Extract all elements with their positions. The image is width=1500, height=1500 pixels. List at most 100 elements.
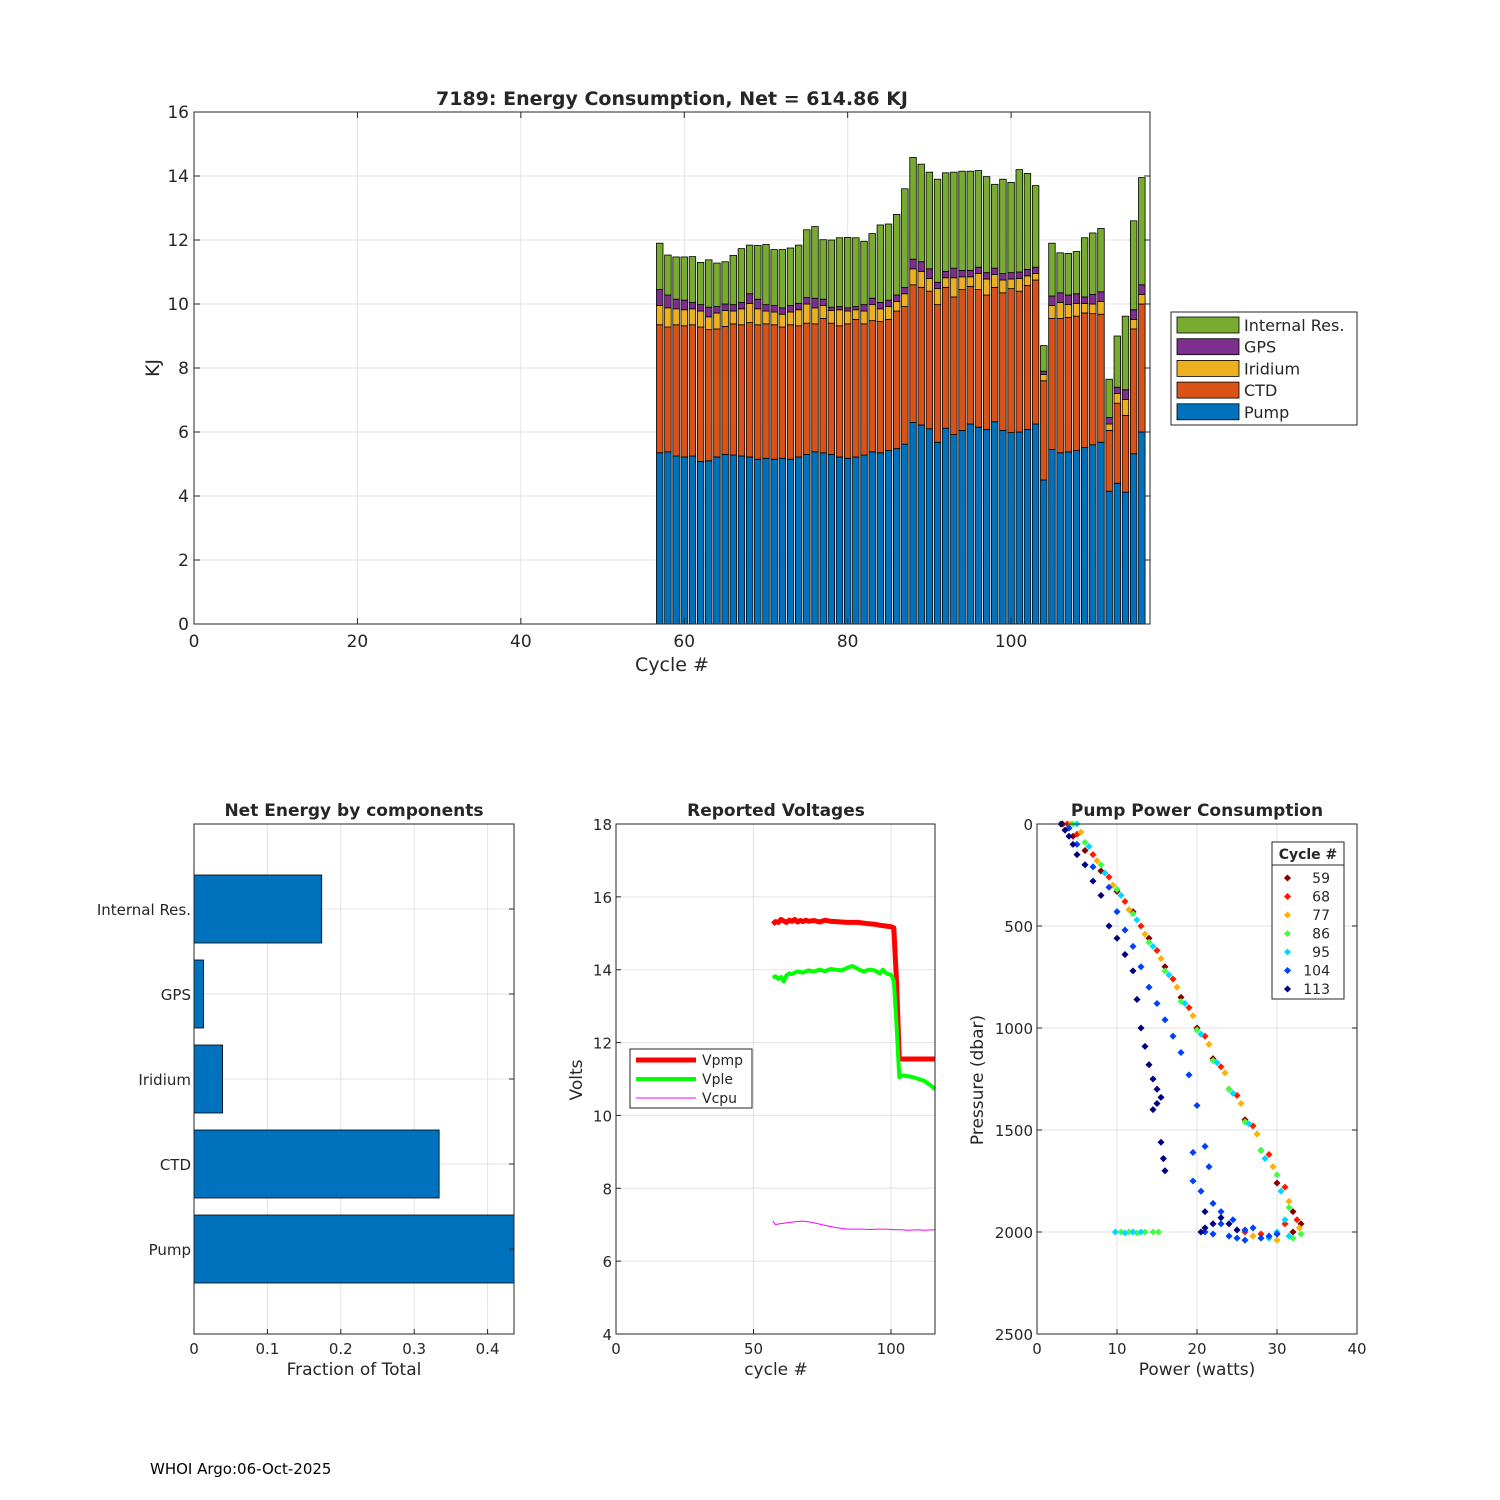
energy-bar-internal-res- [656,242,664,290]
energy-bar-iridium [1056,301,1064,319]
energy-bar-pump [803,453,811,625]
energy-bar-iridium [1048,305,1056,319]
pump-power-xtick-label: 20 [1187,1340,1206,1358]
energy-bar-ctd [705,329,713,462]
pump-power-point-68 [1137,922,1145,930]
energy-bar-internal-res- [827,239,836,308]
energy-bar-internal-res- [1056,252,1064,294]
pump-power-point-113 [1069,840,1077,848]
pump-power-legend-label: 86 [1312,927,1330,943]
energy-bar-pump [1072,450,1081,625]
components-bar [193,1214,515,1284]
pump-power-point-77 [1237,1099,1245,1108]
pump-power-point-77 [1189,1012,1197,1020]
energy-bar-internal-res- [664,254,672,296]
energy-bar-gps [1015,271,1023,279]
energy-bar-internal-res- [754,245,762,300]
energy-bar-iridium [860,310,868,325]
pump-power-point-113 [1157,1093,1165,1101]
energy-bar-ctd [1007,288,1015,434]
energy-bar-gps [745,293,754,304]
energy-bar-gps [737,301,746,310]
energy-bar-gps [917,261,925,272]
components-category-label: GPS [161,986,191,1004]
energy-bar-gps [1056,292,1064,303]
energy-bar-iridium [917,270,925,288]
energy-bar-iridium [664,307,672,328]
energy-bar-ctd [672,324,680,457]
energy-bar-pump [852,456,860,625]
energy-bar-pump [827,453,836,625]
pump-power-legend-label: 95 [1312,945,1330,961]
energy-bar-iridium [819,305,827,319]
pump-power-legend-label: 77 [1312,908,1330,924]
energy-bar-iridium [999,279,1007,294]
voltages-chart-title: Reported Voltages [687,801,865,821]
energy-chart: 7189: Energy Consumption, Net = 614.86 K… [142,88,1358,676]
pump-power-point-77 [1157,955,1165,963]
energy-bar-ctd [925,290,934,430]
energy-bar-iridium [721,309,729,327]
energy-bar-internal-res- [1089,232,1097,295]
voltages-ytick-label: 18 [593,816,612,834]
energy-bar-internal-res- [745,244,754,295]
energy-bar-pump [1121,491,1130,625]
energy-bar-ctd [901,306,909,445]
energy-bar-iridium [868,304,876,322]
energy-bar-pump [1129,453,1138,625]
energy-bar-iridium [909,268,917,286]
components-xtick-label: 0.3 [402,1340,426,1358]
energy-bar-gps [909,258,917,270]
energy-bar-internal-res- [1023,173,1032,270]
energy-bar-internal-res- [672,256,680,300]
energy-xtick-label: 20 [347,632,369,652]
components-bar [193,1044,224,1114]
energy-bar-pump [1023,429,1032,625]
energy-bar-pump [754,458,762,625]
voltages-line-vple [771,964,937,1091]
pump-power-point-104 [1217,1220,1225,1228]
energy-bar-ctd [1056,317,1064,454]
pump-power-point-104 [1113,908,1121,916]
energy-bar-iridium [876,308,885,322]
pump-power-ytick-label: 0 [1023,816,1033,834]
energy-bar-gps [1031,266,1040,275]
energy-bar-internal-res- [933,178,942,283]
energy-bar-ctd [835,325,844,458]
energy-bar-ctd [893,310,901,450]
energy-bar-internal-res- [917,163,925,263]
energy-bar-internal-res- [1031,185,1040,268]
energy-bar-gps [729,304,737,312]
pump-power-point-95 [1281,1216,1289,1224]
energy-bar-ctd [958,289,966,431]
voltages-xtick-label: 50 [744,1340,763,1358]
pump-power-point-104 [1121,926,1129,934]
energy-bar-ctd [966,285,974,425]
energy-bar-ctd [974,289,983,428]
voltages-line-vpmp [771,916,935,1062]
voltages-axes-box [615,823,936,1335]
pump-power-point-104 [1209,1199,1217,1207]
energy-bar-ctd [1031,279,1040,425]
energy-legend-swatch [1176,381,1240,399]
energy-bar-gps [868,297,876,306]
pump-power-point-113 [1149,1075,1157,1083]
components-bar [193,874,323,944]
energy-bar-pump [696,461,705,625]
energy-xtick-label: 40 [510,632,532,652]
energy-bar-internal-res- [999,178,1007,274]
energy-bar-gps [656,289,664,307]
pump-power-point-104 [1189,1177,1197,1185]
energy-bar-gps [762,304,770,312]
pump-power-point-77 [1273,1236,1281,1244]
energy-bar-ctd [950,296,958,435]
voltages-xlabel: cycle # [744,1360,808,1380]
energy-bar-internal-res- [770,249,778,307]
energy-ticks: 0 20 40 60 80 100 0 2 4 6 8 10 12 14 16 [167,103,1150,652]
components-chart: Net Energy by components 0 0.1 0.2 0.3 0.4 In… [97,801,515,1380]
voltages-ylabel: Volts [567,1059,587,1100]
pump-power-point-95 [1111,1228,1119,1236]
energy-bar-gps [1105,417,1113,425]
energy-bar-iridium [737,308,746,326]
pump-power-point-77 [1285,1197,1293,1205]
